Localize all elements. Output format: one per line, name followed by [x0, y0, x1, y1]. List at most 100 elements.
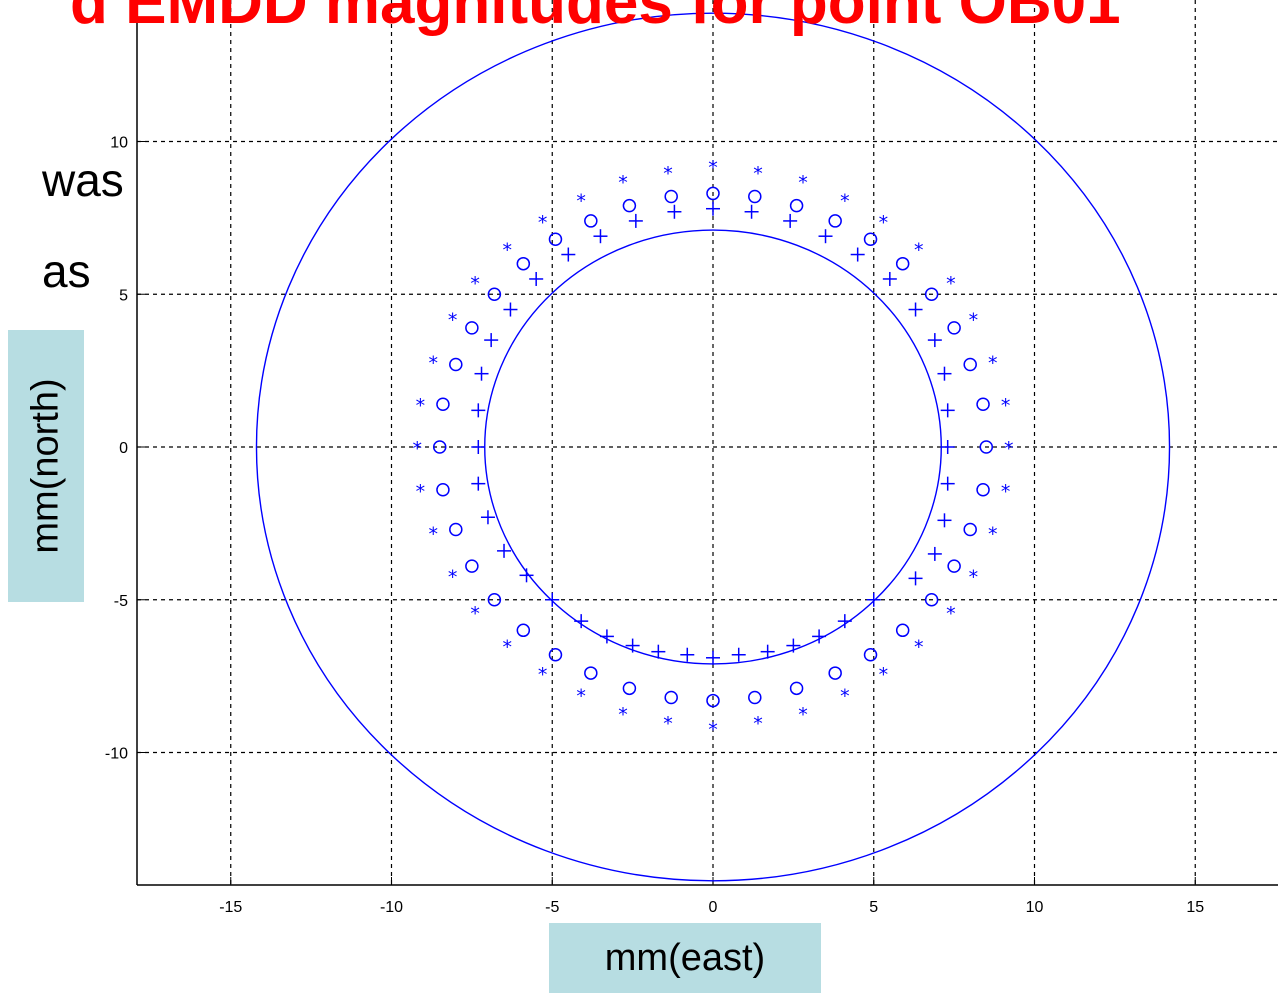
plus-marker	[940, 440, 955, 454]
plus-marker	[484, 333, 499, 348]
asterisk-marker: *	[969, 566, 979, 588]
plus-marker	[940, 476, 955, 491]
plus-marker	[628, 213, 643, 228]
circle-marker	[622, 681, 637, 696]
axes	[136, 0, 1278, 886]
x-tick-label: 10	[1026, 899, 1044, 916]
plot-area-background	[137, 0, 1278, 885]
plus-marker	[471, 403, 486, 418]
circle-marker	[664, 690, 678, 705]
circle-marker	[487, 287, 502, 301]
asterisk-marker: *	[798, 172, 808, 194]
y-tick-label: -5	[114, 593, 128, 610]
asterisk-marker: *	[914, 239, 924, 261]
plus-marker	[882, 271, 897, 286]
circle-marker	[789, 198, 804, 213]
plus-marker	[471, 440, 486, 454]
circle-marker	[706, 693, 720, 708]
asterisk-marker: *	[840, 191, 850, 213]
plus-marker	[760, 644, 775, 659]
plus-marker	[940, 403, 955, 418]
circle-marker	[924, 287, 939, 301]
plus-marker	[574, 614, 589, 629]
circle-marker	[465, 321, 479, 335]
x-tick-label: 0	[709, 899, 718, 916]
asterisk-marker: *	[969, 310, 979, 332]
asterisk-marker: *	[618, 172, 628, 194]
circle-marker	[976, 483, 990, 497]
plus-marker	[706, 650, 720, 665]
plus-marker	[706, 201, 720, 216]
asterisk-marker: *	[1004, 438, 1014, 460]
circle-marker	[436, 483, 450, 497]
x-tick-label: 5	[869, 899, 878, 916]
circle-marker	[487, 593, 502, 607]
plus-marker	[667, 204, 682, 219]
x-tick-label: 15	[1186, 899, 1204, 916]
grid-lines	[137, 0, 1278, 885]
circle-marker	[828, 214, 842, 228]
plus-marker	[561, 247, 576, 262]
asterisk-marker: *	[470, 273, 480, 295]
circle-marker	[789, 681, 804, 696]
plus-marker	[837, 614, 852, 629]
circle-marker	[449, 522, 463, 537]
asterisk-marker: *	[946, 273, 956, 295]
circle-marker	[895, 623, 910, 638]
plus-marker	[503, 302, 518, 317]
x-tick-label: -5	[545, 899, 559, 916]
y-axis-label: mm(north)	[24, 378, 67, 554]
plus-marker	[786, 638, 801, 653]
x-axis-label: mm(east)	[604, 936, 766, 979]
plus-marker	[599, 629, 614, 644]
circle-marker	[863, 232, 878, 247]
asterisk-marker: *	[448, 310, 458, 332]
asterisk-marker: *	[502, 637, 512, 659]
plus-marker	[850, 247, 865, 262]
asterisk-marker: *	[753, 163, 763, 185]
asterisk-marker: *	[663, 713, 673, 735]
circle-marker	[584, 666, 598, 680]
y-axis-label-box: mm(north)	[8, 330, 84, 602]
plus-marker	[529, 271, 544, 286]
y-tick-label: -10	[105, 746, 128, 763]
asterisk-marker: *	[429, 352, 439, 374]
plus-marker	[937, 513, 952, 528]
plus-marker	[812, 629, 827, 644]
circle-marker	[516, 623, 531, 638]
asterisk-marker: *	[663, 163, 673, 185]
plus-marker	[480, 510, 495, 525]
x-tick-label: -15	[219, 899, 242, 916]
asterisk-marker: *	[708, 719, 718, 741]
y-tick-label: 10	[110, 135, 128, 152]
circle-marker	[664, 189, 678, 204]
circle-marker	[622, 198, 637, 213]
circle-marker	[947, 321, 961, 335]
asterisk-marker: *	[576, 685, 586, 707]
asterisk-marker: *	[988, 524, 998, 546]
chart-title: d EMDD magnitudes for point OB01	[70, 0, 1121, 37]
y-tick-label: 0	[119, 440, 128, 457]
plus-marker	[471, 476, 486, 491]
plus-marker	[545, 592, 560, 607]
asterisk-marker: *	[946, 603, 956, 625]
circle-marker	[432, 440, 447, 454]
circle-marker	[947, 559, 961, 573]
asterisk-marker: *	[840, 685, 850, 707]
circle-marker	[748, 189, 762, 204]
circle-marker	[449, 357, 463, 372]
circle-marker	[963, 357, 977, 372]
circle-marker	[979, 440, 994, 454]
asterisk-marker: *	[988, 352, 998, 374]
plus-marker	[593, 229, 608, 244]
plus-marker	[474, 366, 489, 381]
circle-marker	[436, 397, 450, 411]
circle-marker	[895, 256, 910, 271]
asterisk-marker: *	[538, 212, 548, 234]
plus-marker	[908, 302, 923, 317]
circle-marker	[706, 186, 720, 201]
circle-marker	[976, 397, 990, 411]
plus-marker	[680, 647, 695, 662]
asterisk-marker: *	[416, 395, 426, 417]
y-tick-label: 5	[119, 287, 128, 304]
